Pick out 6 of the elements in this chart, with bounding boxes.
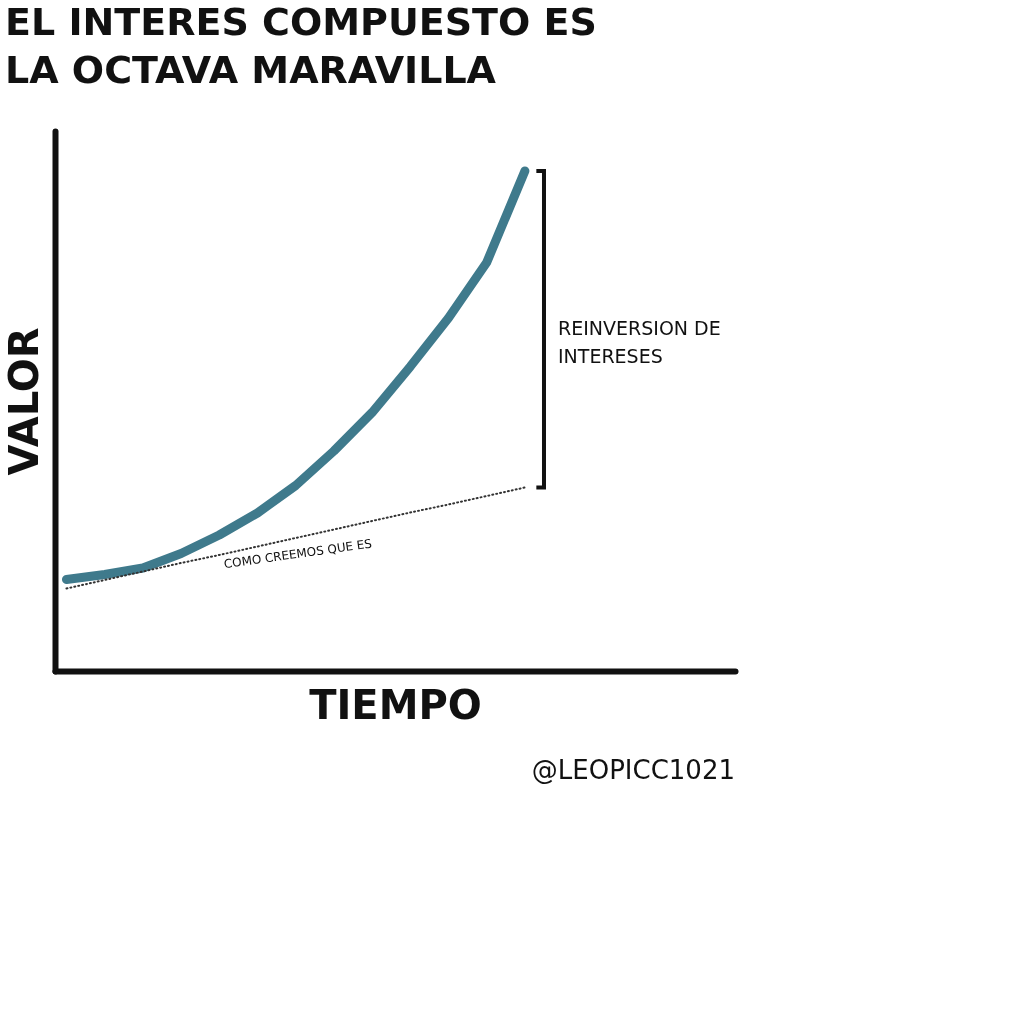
text: COMO CREEMOS QUE ES (222, 536, 373, 572)
y-axis-title: VALOR (0, 327, 47, 476)
chart-title: EL INTERES COMPUESTO ES LA OCTAVA MARAVILLA (5, 0, 597, 92)
x-axis-title: TIEMPO (309, 681, 482, 728)
text: REINVERSION DE INTERESES (557, 317, 721, 368)
text: @LEOPICC1021 (531, 755, 735, 785)
